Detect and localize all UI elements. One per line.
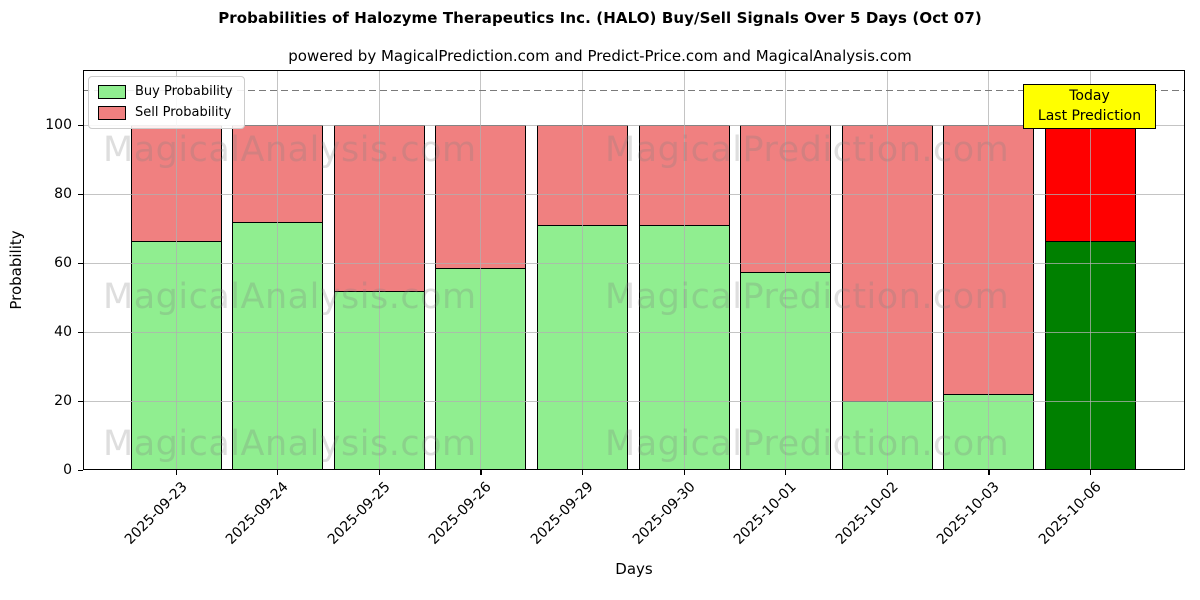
x-tick-mark — [378, 470, 380, 475]
x-axis-ticks: 2025-09-23 2025-09-24 2025-09-25 2025-09-26… — [83, 470, 1185, 584]
v-gridline — [683, 70, 685, 470]
buy-swatch-icon — [98, 85, 126, 99]
y-tick-label: 80 — [54, 186, 72, 203]
h-gridline — [83, 124, 1185, 126]
x-tick-mark — [988, 470, 990, 475]
threshold-dashed-line — [83, 89, 1185, 92]
v-gridline — [988, 70, 990, 470]
y-tick-mark — [78, 193, 83, 195]
y-tick-label: 40 — [54, 324, 72, 341]
x-tick-mark — [683, 470, 685, 475]
x-tick-label: 2025-10-06 — [1035, 479, 1105, 548]
y-tick-label: 60 — [54, 255, 72, 272]
x-tick-mark — [480, 470, 482, 475]
x-tick-label: 2025-10-02 — [832, 479, 902, 548]
x-tick-mark — [886, 470, 888, 475]
x-tick-mark — [175, 470, 177, 475]
y-axis-label: Probability — [7, 230, 25, 310]
x-tick-label: 2025-09-29 — [527, 479, 597, 548]
y-tick-mark — [78, 400, 83, 402]
x-axis-label: Days — [615, 560, 653, 578]
h-gridline — [83, 400, 1185, 402]
legend-item-sell: Sell Probability — [98, 106, 233, 120]
plot-area: MagicalAnalysis.com MagicalPrediction.com… — [83, 70, 1185, 470]
y-tick-mark — [78, 331, 83, 333]
x-tick-label: 2025-09-30 — [629, 479, 699, 548]
v-gridline — [277, 70, 279, 470]
x-tick-label: 2025-09-23 — [121, 479, 191, 548]
chart-title: Probabilities of Halozyme Therapeutics I… — [218, 9, 982, 27]
h-gridline — [83, 331, 1185, 333]
h-gridline — [83, 262, 1185, 264]
v-gridline — [480, 70, 482, 470]
y-tick-label: 20 — [54, 393, 72, 410]
x-tick-label: 2025-09-26 — [426, 479, 496, 548]
v-gridline — [581, 70, 583, 470]
sell-swatch-icon — [98, 106, 126, 120]
x-tick-label: 2025-09-25 — [324, 479, 394, 548]
x-tick-mark — [277, 470, 279, 475]
x-tick-mark — [581, 470, 584, 475]
x-tick-mark — [785, 470, 787, 475]
y-tick-mark — [78, 469, 83, 471]
chart-subtitle: powered by MagicalPrediction.com and Pre… — [288, 47, 912, 65]
v-gridline — [886, 70, 888, 470]
y-tick-label: 0 — [63, 462, 72, 478]
v-gridline — [1089, 70, 1091, 470]
annotation-line-1: Today — [1069, 88, 1110, 104]
x-tick-mark — [1089, 470, 1092, 475]
legend-label-buy: Buy Probability — [135, 84, 233, 99]
legend-item-buy: Buy Probability — [98, 85, 233, 99]
legend: Buy Probability Sell Probability — [88, 76, 245, 129]
v-gridline — [175, 70, 177, 470]
legend-label-sell: Sell Probability — [135, 105, 232, 120]
x-tick-label: 2025-10-01 — [731, 479, 800, 548]
y-tick-mark — [78, 262, 83, 264]
y-tick-label: 100 — [45, 117, 72, 134]
y-tick-mark — [78, 124, 83, 126]
h-gridline — [83, 193, 1185, 195]
v-gridline — [378, 70, 380, 470]
x-tick-label: 2025-10-03 — [934, 479, 1004, 548]
x-tick-label: 2025-09-24 — [223, 479, 292, 548]
annotation-line-2: Last Prediction — [1037, 108, 1142, 124]
today-annotation: Today Last Prediction — [1023, 84, 1156, 129]
v-gridline — [785, 70, 787, 470]
